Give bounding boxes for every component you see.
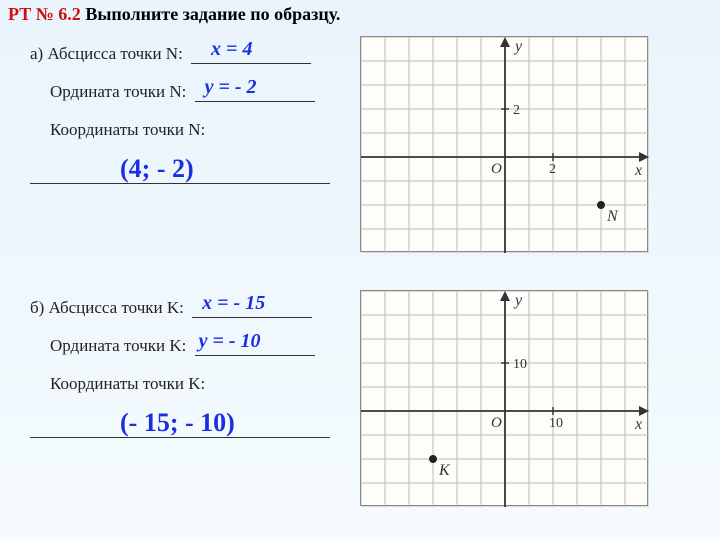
svg-text:O: O — [491, 161, 502, 177]
abscissa-answer-a: x = 4 — [211, 38, 252, 61]
coords-blank-b: (- 15; - 10) — [30, 412, 330, 438]
svg-text:x: x — [634, 162, 642, 179]
task-number: РТ № 6.2 — [8, 4, 81, 24]
ordinate-answer-b: y = - 10 — [199, 330, 261, 353]
svg-text:K: K — [438, 462, 451, 479]
abscissa-answer-b: x = - 15 — [202, 292, 265, 315]
coords-label-a: Координаты точки N: — [50, 120, 205, 139]
coords-answer-b: (- 15; - 10) — [120, 408, 235, 438]
abscissa-blank-a: x = 4 — [191, 46, 311, 64]
svg-text:y: y — [513, 38, 523, 55]
coords-blank-a: (4; - 2) — [30, 158, 330, 184]
coords-answer-a: (4; - 2) — [120, 154, 194, 184]
svg-text:2: 2 — [549, 162, 556, 177]
svg-text:2: 2 — [513, 103, 520, 118]
svg-text:10: 10 — [549, 416, 563, 431]
abscissa-label-b: Абсцисса точки K: — [49, 298, 184, 317]
section-b: б) Абсцисса точки K: x = - 15 Ордината т… — [0, 290, 648, 506]
section-a: а) Абсцисса точки N: x = 4 Ордината точк… — [0, 36, 648, 252]
task-header: РТ № 6.2 Выполните задание по образцу. — [0, 0, 720, 31]
ordinate-blank-a: y = - 2 — [195, 84, 315, 102]
ordinate-blank-b: y = - 10 — [195, 338, 315, 356]
coords-label-b: Координаты точки K: — [50, 374, 205, 393]
svg-text:10: 10 — [513, 357, 527, 372]
section-b-text: б) Абсцисса точки K: x = - 15 Ордината т… — [0, 290, 360, 506]
grid-b: 10 10 Ox y K — [360, 290, 648, 506]
grid-a: 2 2 Ox y N — [360, 36, 648, 252]
section-a-tag: а) — [30, 44, 43, 63]
section-b-tag: б) — [30, 298, 44, 317]
ordinate-answer-a: y = - 2 — [205, 76, 257, 99]
svg-text:N: N — [606, 208, 619, 225]
svg-text:O: O — [491, 415, 502, 431]
abscissa-blank-b: x = - 15 — [192, 300, 312, 318]
svg-text:y: y — [513, 292, 523, 309]
section-a-text: а) Абсцисса точки N: x = 4 Ордината точк… — [0, 36, 360, 252]
ordinate-label-b: Ордината точки K: — [50, 336, 186, 355]
abscissa-label-a: Абсцисса точки N: — [47, 44, 182, 63]
svg-text:x: x — [634, 416, 642, 433]
ordinate-label-a: Ордината точки N: — [50, 82, 186, 101]
task-instruction: Выполните задание по образцу. — [81, 4, 341, 24]
